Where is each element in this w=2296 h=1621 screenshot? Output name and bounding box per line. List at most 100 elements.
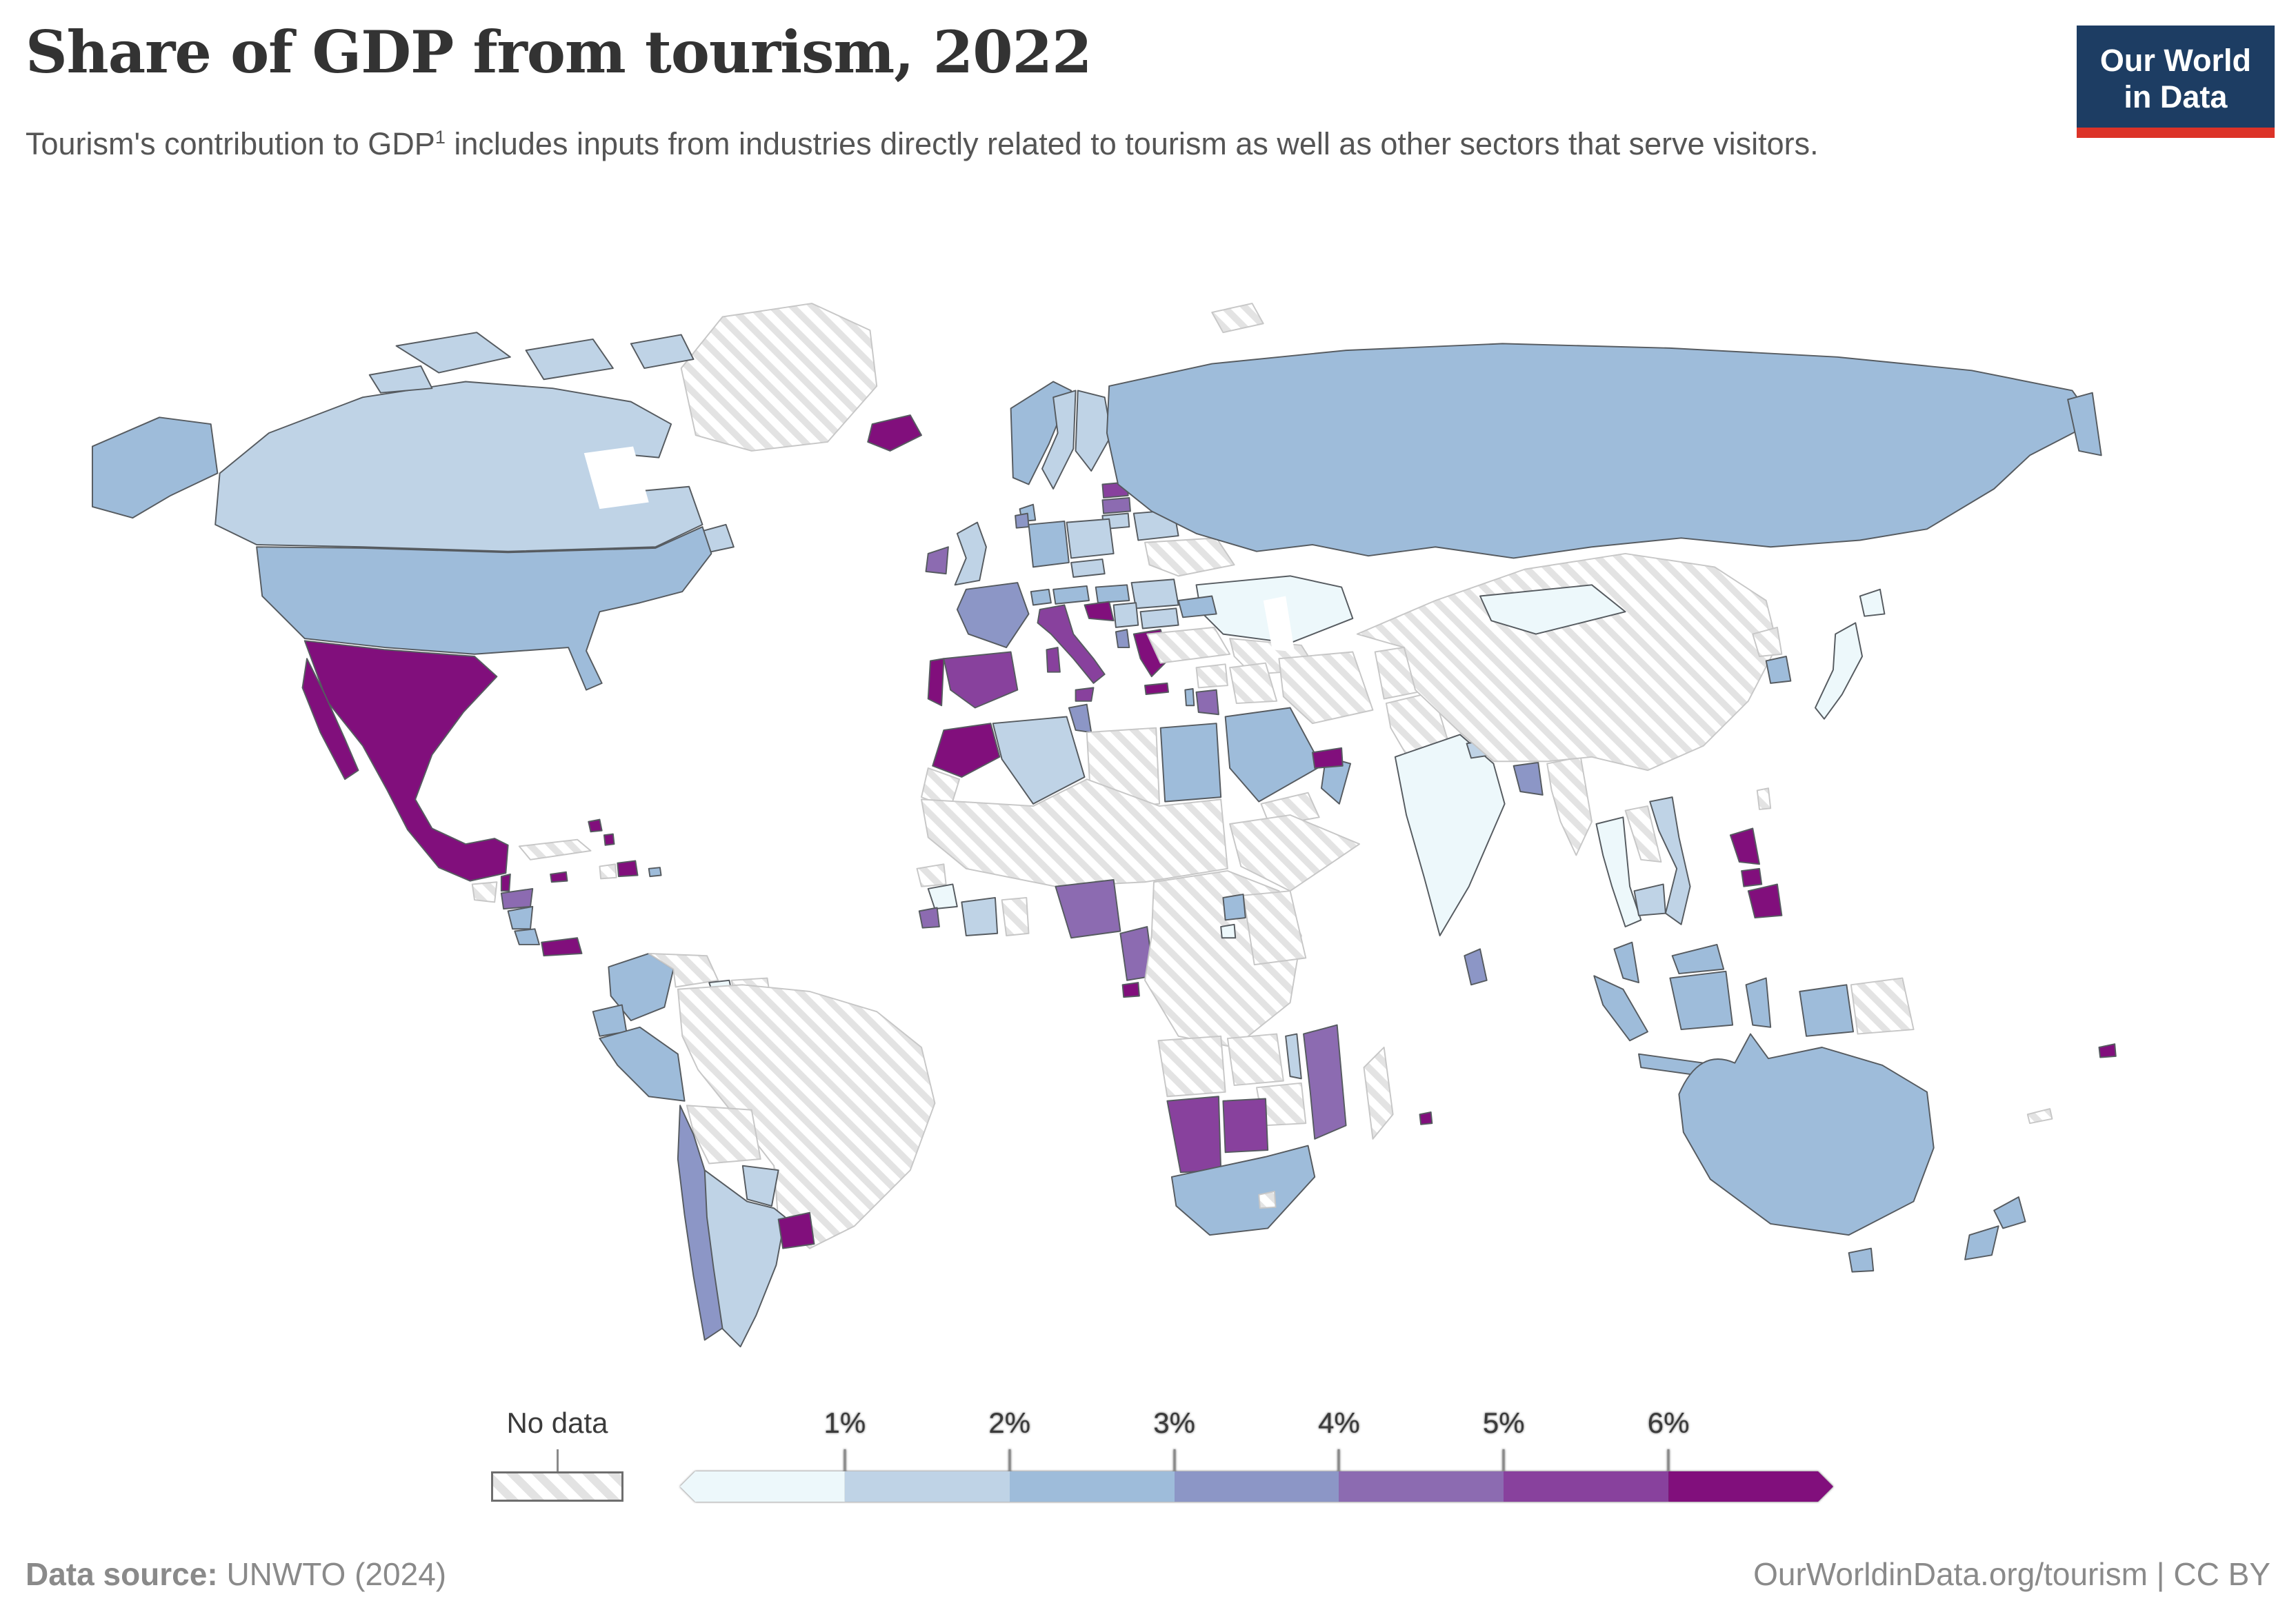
country-hungary[interactable] <box>1095 584 1130 604</box>
country-rwanda[interactable] <box>1220 923 1237 939</box>
country-croatia[interactable] <box>1084 601 1115 622</box>
country-greenland[interactable] <box>680 303 878 452</box>
country-ghana[interactable] <box>1001 896 1030 936</box>
country-portugal[interactable] <box>927 658 945 707</box>
country-lesotho[interactable] <box>1258 1191 1277 1209</box>
country-bahamas[interactable] <box>603 833 615 846</box>
country-philippines-visayas[interactable] <box>1741 867 1763 887</box>
country-bolivia[interactable] <box>686 1105 761 1165</box>
legend-no-data-swatch[interactable] <box>491 1471 623 1502</box>
country-romania[interactable] <box>1130 578 1179 610</box>
country-indonesia-sumatra[interactable] <box>1593 975 1648 1042</box>
country-sahel-band[interactable] <box>921 778 1228 887</box>
country-malaysia[interactable] <box>1613 941 1640 984</box>
legend-bin-3-4%[interactable] <box>1174 1471 1339 1502</box>
country-japan-hokkaido[interactable] <box>1859 588 1886 617</box>
country-taiwan[interactable] <box>1756 787 1772 810</box>
country-philippines-mindanao[interactable] <box>1747 883 1783 919</box>
legend-bin-1-2%[interactable] <box>844 1471 1010 1502</box>
country-switzerland[interactable] <box>1030 588 1052 606</box>
country-sri-lanka[interactable] <box>1464 948 1488 986</box>
country-peru[interactable] <box>599 1026 686 1102</box>
country-new-zealand-north[interactable] <box>1993 1196 2026 1229</box>
country-sweden[interactable] <box>1041 390 1077 490</box>
country-alaska[interactable] <box>91 416 219 519</box>
country-vietnam[interactable] <box>1649 796 1691 925</box>
country-united-kingdom[interactable] <box>954 521 987 586</box>
country-morocco[interactable] <box>932 723 1001 778</box>
country-russia-kamchatka[interactable] <box>2067 392 2102 456</box>
country-canada-island[interactable] <box>630 334 695 370</box>
country-japan[interactable] <box>1815 622 1864 720</box>
country-australia[interactable] <box>1678 1033 1935 1236</box>
country-nigeria[interactable] <box>1055 879 1121 939</box>
country-dominican-republic[interactable] <box>617 860 639 878</box>
country-france[interactable] <box>956 582 1030 649</box>
country-madagascar[interactable] <box>1363 1047 1394 1140</box>
country-cote-divoire[interactable] <box>961 896 999 936</box>
country-namibia[interactable] <box>1166 1096 1222 1174</box>
country-bahamas[interactable] <box>588 818 603 833</box>
country-svalbard[interactable] <box>1211 303 1264 334</box>
country-mexico-baja[interactable] <box>301 658 359 781</box>
country-italy[interactable] <box>1037 604 1106 684</box>
country-egypt[interactable] <box>1159 723 1222 803</box>
country-costa-rica[interactable] <box>514 928 540 945</box>
country-iran[interactable] <box>1278 651 1374 725</box>
country-angola[interactable] <box>1157 1035 1226 1098</box>
country-new-caledonia[interactable] <box>2026 1108 2053 1125</box>
country-paraguay[interactable] <box>741 1165 779 1207</box>
country-tasmania[interactable] <box>1848 1247 1875 1273</box>
country-nicaragua[interactable] <box>507 905 534 930</box>
country-belize[interactable] <box>500 873 511 892</box>
country-italy-sicily[interactable] <box>1075 687 1095 702</box>
country-papua-new-guinea[interactable] <box>1850 977 1915 1035</box>
country-canada-island[interactable] <box>395 332 511 374</box>
country-puerto-rico[interactable] <box>648 867 662 878</box>
country-haiti[interactable] <box>599 863 617 880</box>
country-india[interactable] <box>1394 734 1506 936</box>
country-botswana[interactable] <box>1222 1098 1269 1154</box>
country-italy-sardinia[interactable] <box>1046 647 1061 673</box>
country-ireland[interactable] <box>925 546 949 575</box>
country-canada-island[interactable] <box>525 338 614 381</box>
country-mexico[interactable] <box>303 640 509 882</box>
country-uganda[interactable] <box>1222 894 1246 921</box>
country-greece-crete[interactable] <box>1144 682 1169 696</box>
country-caucasus[interactable] <box>1177 595 1217 618</box>
country-malawi[interactable] <box>1285 1033 1302 1080</box>
legend-bin-<1%[interactable] <box>680 1471 845 1502</box>
country-horn-of-africa[interactable] <box>1229 814 1361 892</box>
legend-bin-4-5%[interactable] <box>1339 1471 1504 1502</box>
country-bangladesh[interactable] <box>1513 761 1544 796</box>
country-argentina[interactable] <box>703 1169 786 1348</box>
country-thailand[interactable] <box>1595 816 1642 928</box>
owid-logo[interactable]: Our World in Data <box>2076 26 2275 139</box>
country-fiji[interactable] <box>2098 1043 2117 1058</box>
country-czechia[interactable] <box>1070 558 1106 578</box>
country-myanmar[interactable] <box>1546 756 1593 856</box>
country-iraq[interactable] <box>1229 662 1278 705</box>
country-spain[interactable] <box>943 651 1019 709</box>
country-finland[interactable] <box>1075 390 1112 472</box>
country-new-zealand-south[interactable] <box>1964 1225 1999 1260</box>
country-mozambique[interactable] <box>1303 1024 1347 1140</box>
country-indonesia-sulawesi[interactable] <box>1745 977 1772 1028</box>
legend-bin-5-6%[interactable] <box>1504 1471 1669 1502</box>
country-jordan[interactable] <box>1195 689 1219 716</box>
country-malaysia-borneo[interactable] <box>1671 943 1725 975</box>
country-ecuador[interactable] <box>592 1004 628 1037</box>
country-sierra-leone[interactable] <box>918 907 940 929</box>
country-serbia[interactable] <box>1112 602 1139 628</box>
license-link[interactable]: OurWorldinData.org/tourism | CC BY <box>1753 1556 2270 1592</box>
country-bulgaria[interactable] <box>1139 607 1179 630</box>
country-latvia[interactable] <box>1101 496 1131 514</box>
country-philippines-luzon[interactable] <box>1729 827 1760 865</box>
country-indonesia-kalimantan[interactable] <box>1669 970 1734 1031</box>
country-jamaica[interactable] <box>550 871 568 883</box>
country-senegal[interactable] <box>916 863 947 887</box>
country-saudi-arabia[interactable] <box>1224 707 1322 803</box>
country-germany[interactable] <box>1028 521 1070 568</box>
country-iceland[interactable] <box>867 414 922 452</box>
country-canada-island[interactable] <box>368 365 433 394</box>
